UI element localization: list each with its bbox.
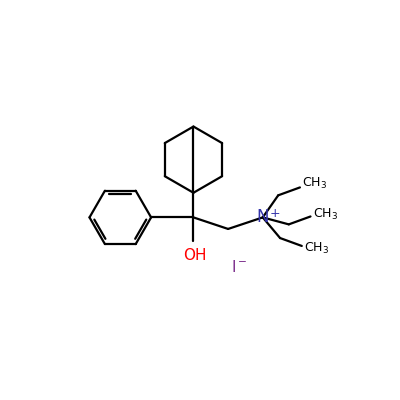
Text: CH$_3$: CH$_3$ <box>304 241 329 256</box>
Text: CH$_3$: CH$_3$ <box>313 207 338 222</box>
Text: N: N <box>256 208 269 226</box>
Text: +: + <box>270 207 280 220</box>
Text: I$^-$: I$^-$ <box>231 260 248 276</box>
Text: OH: OH <box>183 248 207 263</box>
Text: CH$_3$: CH$_3$ <box>302 176 327 191</box>
